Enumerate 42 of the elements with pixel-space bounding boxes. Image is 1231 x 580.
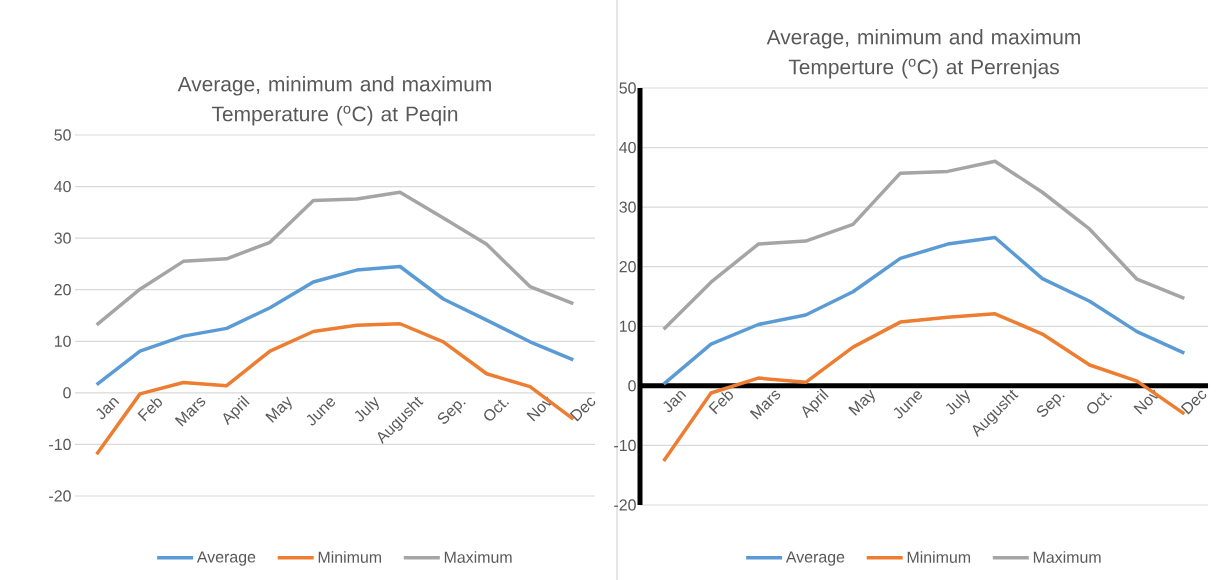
y-tick-label: -10 xyxy=(614,439,636,452)
x-tick-label: Dec xyxy=(1180,390,1207,415)
x-tick-label: Oct. xyxy=(484,399,510,421)
y-tick-label: 30 xyxy=(619,201,636,213)
y-tick-label: 40 xyxy=(54,180,71,193)
x-tick-label: May xyxy=(265,396,292,423)
y-tick-label: 20 xyxy=(54,284,71,296)
x-tick-label: Dec xyxy=(569,397,596,422)
y-tick-label: 0 xyxy=(628,380,636,392)
legend-label: Average xyxy=(785,551,845,566)
y-tick-label: 30 xyxy=(54,232,71,244)
y-tick-label: 10 xyxy=(619,320,636,332)
legend-label: Maximum xyxy=(1033,551,1101,563)
y-tick-label: 50 xyxy=(619,82,636,94)
legend-label: Average xyxy=(196,551,256,566)
legend-label: Maximum xyxy=(444,551,512,563)
chart-title: Average, minimum and maximum Temperture ($^{o}$C) at Perrenjas xyxy=(766,29,1080,79)
x-tick-label: Feb xyxy=(137,398,163,422)
y-tick-label: 10 xyxy=(54,335,71,347)
y-tick-label: 20 xyxy=(619,261,636,273)
line-series xyxy=(661,159,1187,332)
line-series xyxy=(94,264,576,387)
x-tick-label: May xyxy=(848,389,875,416)
x-tick-label: Sep. xyxy=(437,401,466,424)
x-tick-label: July xyxy=(354,396,379,422)
x-tick-label: Oct. xyxy=(1087,392,1113,414)
y-tick-label: 50 xyxy=(54,129,71,141)
x-tick-label: Jan xyxy=(96,397,120,420)
y-tick-label: 40 xyxy=(619,141,636,154)
y-tick-label: 0 xyxy=(63,387,71,399)
chart-title: Average, minimum and maximum Temperature ($^{o}$C) at Peqin xyxy=(177,76,491,126)
x-tick-label: Jan xyxy=(663,390,687,413)
x-tick-label: Feb xyxy=(708,391,734,415)
x-tick-label: July xyxy=(945,389,970,415)
line-series xyxy=(661,235,1187,386)
y-tick-label: -10 xyxy=(49,438,71,451)
legend-label: Minimum xyxy=(907,551,971,563)
y-tick-label: -20 xyxy=(614,499,636,511)
y-tick-label: -20 xyxy=(49,490,71,502)
legend-label: Minimum xyxy=(318,551,382,563)
line-series xyxy=(94,190,576,327)
x-tick-label: Sep. xyxy=(1036,394,1065,417)
